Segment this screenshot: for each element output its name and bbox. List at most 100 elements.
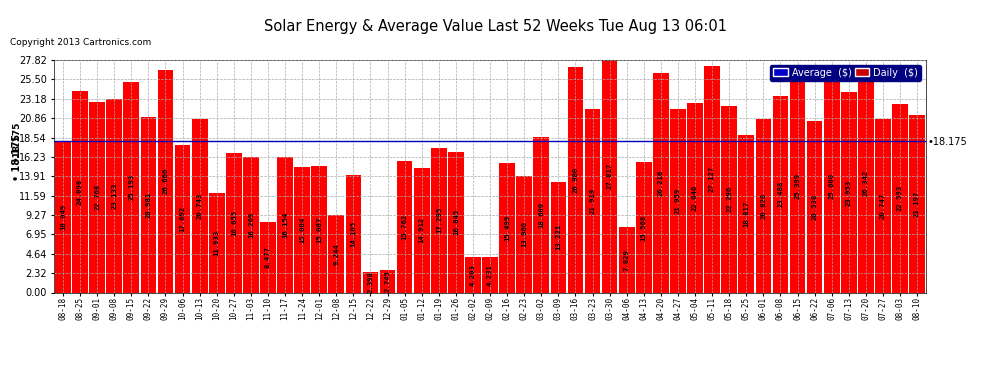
Bar	[534, 137, 549, 292]
Bar	[465, 257, 481, 292]
Bar	[772, 96, 788, 292]
Text: 22.593: 22.593	[897, 185, 903, 211]
Bar	[192, 119, 208, 292]
Text: 26.216: 26.216	[658, 170, 664, 196]
Text: 16.845: 16.845	[452, 209, 459, 235]
Text: 15.087: 15.087	[316, 216, 322, 243]
Bar	[567, 67, 583, 292]
Bar	[619, 227, 635, 292]
Bar	[482, 257, 498, 292]
Bar	[448, 152, 463, 292]
Text: 20.747: 20.747	[880, 193, 886, 219]
Bar	[329, 215, 345, 292]
Text: 15.004: 15.004	[299, 217, 305, 243]
Text: 16.154: 16.154	[282, 212, 288, 238]
Bar	[739, 135, 754, 292]
Text: 16.269: 16.269	[248, 211, 253, 238]
Bar	[499, 163, 515, 292]
Bar	[260, 222, 276, 292]
Legend: Average  ($), Daily  ($): Average ($), Daily ($)	[770, 65, 921, 81]
Bar	[602, 60, 618, 292]
Text: 22.296: 22.296	[727, 186, 733, 213]
Bar	[909, 116, 925, 292]
Bar	[704, 66, 720, 292]
Bar	[755, 118, 771, 292]
Bar	[858, 72, 874, 292]
Text: 23.488: 23.488	[777, 181, 783, 207]
Bar	[687, 103, 703, 292]
Text: 20.981: 20.981	[146, 192, 151, 218]
Text: 13.960: 13.960	[521, 221, 528, 247]
Text: 27.127: 27.127	[709, 166, 715, 192]
Text: • 18.175: • 18.175	[12, 134, 22, 181]
Bar	[157, 70, 173, 292]
Bar	[824, 78, 840, 292]
Text: 2.398: 2.398	[367, 272, 373, 293]
Text: 18.817: 18.817	[743, 201, 749, 227]
Text: 17.692: 17.692	[179, 206, 185, 232]
Text: 22.768: 22.768	[94, 184, 100, 210]
Bar	[397, 161, 413, 292]
Text: 25.193: 25.193	[129, 174, 135, 200]
Text: 18.600: 18.600	[539, 202, 545, 228]
Text: 24.098: 24.098	[77, 178, 83, 205]
Text: Solar Energy & Average Value Last 52 Weeks Tue Aug 13 06:01: Solar Energy & Average Value Last 52 Wee…	[263, 19, 727, 34]
Text: 15.762: 15.762	[402, 213, 408, 240]
Text: 9.244: 9.244	[334, 243, 340, 265]
Bar	[55, 142, 71, 292]
Text: 20.820: 20.820	[760, 192, 766, 219]
Text: 20.743: 20.743	[197, 193, 203, 219]
Bar	[294, 167, 310, 292]
Text: 21.197: 21.197	[914, 191, 920, 217]
Text: 4.231: 4.231	[487, 264, 493, 286]
Text: 18.049: 18.049	[60, 204, 66, 230]
Bar	[346, 175, 361, 292]
Bar	[875, 119, 891, 292]
Bar	[209, 193, 225, 292]
Bar	[312, 166, 327, 292]
Bar	[892, 104, 908, 292]
Text: 23.133: 23.133	[111, 183, 117, 209]
Text: 11.933: 11.933	[214, 230, 220, 256]
Bar	[174, 145, 190, 292]
Bar	[106, 99, 122, 292]
Text: 26.666: 26.666	[162, 168, 168, 194]
Bar	[636, 162, 651, 292]
Text: 26.980: 26.980	[572, 166, 578, 193]
Text: 7.829: 7.829	[624, 249, 630, 271]
Bar	[431, 148, 446, 292]
Text: 14.105: 14.105	[350, 220, 356, 247]
Bar	[670, 109, 686, 292]
Bar	[585, 110, 600, 292]
Text: 15.568: 15.568	[641, 214, 646, 241]
Text: 15.499: 15.499	[504, 214, 510, 241]
Bar	[653, 74, 668, 292]
Text: 2.745: 2.745	[384, 270, 391, 292]
Bar	[722, 106, 738, 292]
Bar	[72, 91, 88, 292]
Bar	[517, 176, 532, 292]
Text: 26.342: 26.342	[863, 169, 869, 195]
Bar	[790, 80, 806, 292]
Text: 4.203: 4.203	[470, 264, 476, 286]
Bar	[807, 121, 823, 292]
Text: Copyright 2013 Cartronics.com: Copyright 2013 Cartronics.com	[10, 38, 151, 47]
Text: •18.175: •18.175	[11, 120, 20, 161]
Text: 17.295: 17.295	[436, 207, 442, 233]
Text: 8.477: 8.477	[265, 246, 271, 268]
Text: 13.221: 13.221	[555, 224, 561, 251]
Text: 16.655: 16.655	[231, 210, 237, 236]
Bar	[124, 82, 140, 292]
Bar	[277, 158, 293, 292]
Text: 27.817: 27.817	[607, 163, 613, 189]
Text: 25.399: 25.399	[795, 173, 801, 200]
Text: 23.953: 23.953	[845, 179, 851, 206]
Bar	[550, 182, 566, 292]
Text: 25.600: 25.600	[829, 172, 835, 199]
Text: 21.919: 21.919	[589, 188, 596, 214]
Text: 22.646: 22.646	[692, 185, 698, 211]
Text: 21.959: 21.959	[675, 188, 681, 214]
Bar	[414, 168, 430, 292]
Bar	[243, 156, 258, 292]
Bar	[380, 270, 395, 292]
